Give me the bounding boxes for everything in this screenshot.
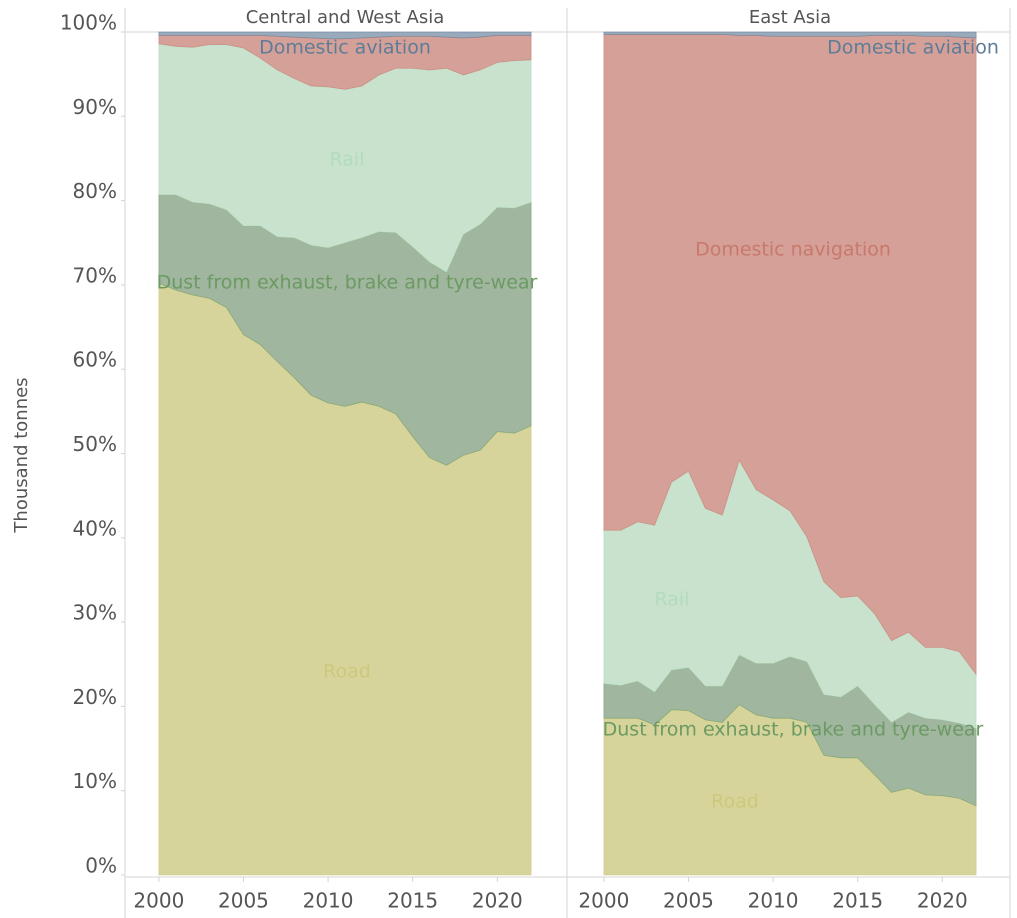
x-tick-label: 2000 bbox=[133, 889, 184, 913]
x-tick-label: 2010 bbox=[303, 889, 354, 913]
area-series bbox=[603, 31, 977, 39]
series-label: Domestic aviation bbox=[827, 37, 999, 59]
panel-title: Central and West Asia bbox=[246, 7, 445, 28]
x-tick-label: 2020 bbox=[917, 889, 968, 913]
y-tick-label: 70% bbox=[73, 263, 117, 287]
y-tick-label: 40% bbox=[73, 516, 117, 540]
y-tick-label: 80% bbox=[73, 179, 117, 203]
series-label: Dust from exhaust, brake and tyre-wear bbox=[157, 272, 538, 294]
x-tick-label: 2005 bbox=[218, 889, 269, 913]
panel-title: East Asia bbox=[749, 7, 831, 28]
x-tick-label: 2010 bbox=[748, 889, 799, 913]
x-tick-label: 2000 bbox=[578, 889, 629, 913]
series-label: Rail bbox=[655, 589, 690, 611]
y-tick-label: 0% bbox=[85, 854, 117, 878]
x-tick-label: 2020 bbox=[472, 889, 523, 913]
series-label: Road bbox=[711, 791, 759, 813]
y-tick-label: 10% bbox=[73, 769, 117, 793]
y-tick-label: 100% bbox=[60, 11, 117, 35]
series-label: Road bbox=[323, 661, 371, 683]
y-tick-label: 20% bbox=[73, 685, 117, 709]
y-tick-label: 90% bbox=[73, 95, 117, 119]
series-label: Domestic navigation bbox=[695, 239, 891, 261]
area-series bbox=[158, 31, 532, 40]
series-label: Dust from exhaust, brake and tyre-wear bbox=[603, 719, 984, 741]
series-label: Domestic aviation bbox=[259, 37, 431, 59]
series-label: Rail bbox=[330, 149, 365, 171]
y-tick-label: 30% bbox=[73, 601, 117, 625]
x-tick-label: 2015 bbox=[832, 889, 883, 913]
x-tick-label: 2005 bbox=[663, 889, 714, 913]
y-tick-label: 50% bbox=[73, 432, 117, 456]
x-tick-label: 2015 bbox=[387, 889, 438, 913]
y-axis-label: Thousand tonnes bbox=[11, 377, 32, 533]
y-tick-label: 60% bbox=[73, 348, 117, 372]
